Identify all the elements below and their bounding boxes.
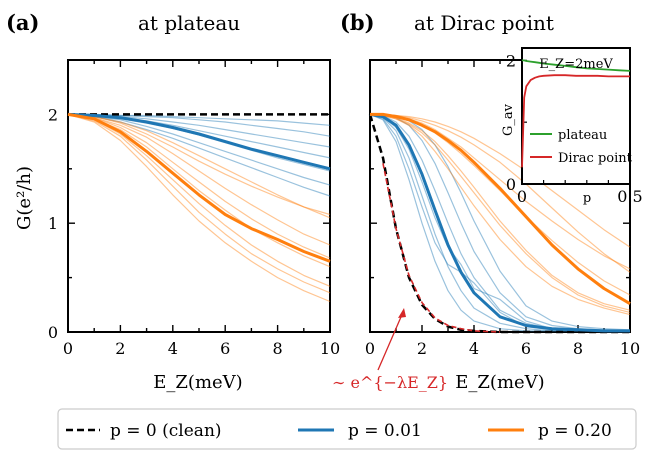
panel-a-title: at plateau: [138, 11, 240, 35]
inset-x-tick-label: 0: [517, 187, 527, 206]
panel-a-realization-line: [67, 113, 331, 294]
panel-b-realization-line: [369, 113, 631, 316]
panel-a-realization-line: [68, 113, 331, 137]
panel-a-realization-line: [67, 113, 331, 287]
panel-a-realization-line: [68, 113, 331, 126]
inset-series-dirac-line: [521, 74, 630, 168]
panel-a-x-tick-label: 6: [220, 339, 230, 358]
y-axis-label: G(e²/h): [14, 166, 35, 230]
inset-y-axis-label: G_av: [501, 103, 516, 136]
inset-y-tick-label: 0: [506, 175, 516, 194]
inset-x-tick-label: 0.5: [617, 187, 642, 206]
legend-p020-label: p = 0.20: [538, 421, 612, 441]
panel-a-realization-line: [67, 113, 331, 259]
panel-a-realization-line: [67, 113, 331, 216]
panel-b-x-tick-label: 8: [573, 339, 583, 358]
panel-a-realization-line: [67, 113, 331, 303]
panel-b-realization-line: [369, 113, 631, 311]
inset-series-plateau-line: [522, 59, 631, 72]
panel-b-series-p001-line: [369, 112, 630, 333]
legend-p001-label: p = 0.01: [348, 421, 422, 441]
panel-a-series-p001-line: [67, 112, 331, 171]
panel-a-x-tick-label: 0: [63, 339, 73, 358]
inset-y-tick-label: 2: [506, 51, 516, 70]
panel-a-realization-line: [67, 113, 331, 219]
panel-a-axes: 0 2 4 6 8 10 0 1 2: [48, 59, 340, 358]
panel-a-realization-line: [67, 113, 331, 186]
panel-b-x-tick-label: 0: [365, 339, 375, 358]
panel-a-x-tick-label: 8: [273, 339, 283, 358]
panel-b-x-axis-label: E_Z(meV): [455, 372, 544, 393]
inset-axes: 0 0.5 0 2 E_Z=2meV G_avp plateau Dirac point: [501, 47, 643, 206]
inset-frame: [521, 47, 631, 185]
panel-a-x-tick-label: 2: [115, 339, 125, 358]
panel-a-x-tick-label: 4: [168, 339, 178, 358]
panel-a-y-tick-label: 0: [48, 323, 58, 342]
panel-a-x-axis-label: E_Z(meV): [153, 372, 242, 393]
panel-b-series-p020-line: [370, 112, 631, 305]
panel-b-title: at Dirac point: [414, 11, 554, 35]
inset-legend-plateau-label: plateau: [558, 128, 607, 143]
panel-b-fit-line: [382, 163, 501, 333]
panel-b-x-tick-label: 10: [620, 339, 640, 358]
panel-b-realization-line: [369, 113, 631, 313]
panel-a-realization-line: [67, 113, 331, 197]
annotation-arrow-line: [377, 309, 405, 371]
inset-legend-dirac-label: Dirac point: [558, 151, 633, 166]
panel-b-x-tick-label: 2: [417, 339, 427, 358]
panel-b-letter: (b): [340, 10, 375, 35]
inset-title: E_Z=2meV: [539, 57, 613, 72]
annotation-arrow-head: [398, 308, 406, 318]
panel-b-axes: 0 2 4 6 8 10: [365, 59, 640, 358]
panel-b-realization-line: [370, 113, 631, 248]
panel-a-y-tick-label: 2: [48, 105, 58, 124]
annotation-exponential: ∼ e^{−λE_Z}: [332, 373, 448, 392]
panel-a-realization-line: [67, 113, 331, 246]
inset-x-axis-label: p: [583, 191, 591, 206]
legend-clean-label: p = 0 (clean): [110, 421, 222, 441]
panel-a-letter: (a): [6, 10, 39, 35]
panel-b-x-tick-label: 4: [469, 339, 479, 358]
panel-b-realization-line: [370, 113, 631, 332]
legend-box: [57, 408, 637, 450]
panel-a-y-tick-label: 1: [48, 214, 58, 233]
panel-b-x-tick-label: 6: [521, 339, 531, 358]
panel-a-series-p020-line: [67, 112, 331, 263]
panel-a-x-tick-label: 10: [320, 339, 340, 358]
